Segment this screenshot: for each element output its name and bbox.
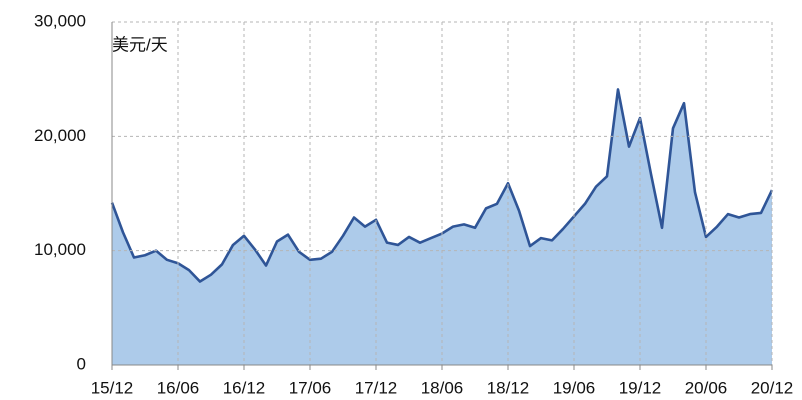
y-tick-label: 30,000 (34, 11, 86, 30)
area (112, 89, 772, 365)
x-tick-label: 20/06 (685, 378, 728, 397)
x-tick-label: 19/12 (619, 378, 662, 397)
y-axis-label: 美元/天 (112, 35, 168, 54)
x-tick-label: 15/12 (91, 378, 134, 397)
x-tick-label: 17/12 (355, 378, 398, 397)
x-tick-label: 20/12 (751, 378, 794, 397)
y-tick-label: 10,000 (34, 240, 86, 259)
x-tick-label: 16/12 (223, 378, 266, 397)
x-tick-label: 18/12 (487, 378, 530, 397)
x-tick-label: 16/06 (157, 378, 200, 397)
y-tick-label: 0 (77, 354, 86, 373)
x-tick-label: 19/06 (553, 378, 596, 397)
x-tick-label: 17/06 (289, 378, 332, 397)
y-tick-label: 20,000 (34, 126, 86, 145)
x-tick-label: 18/06 (421, 378, 464, 397)
